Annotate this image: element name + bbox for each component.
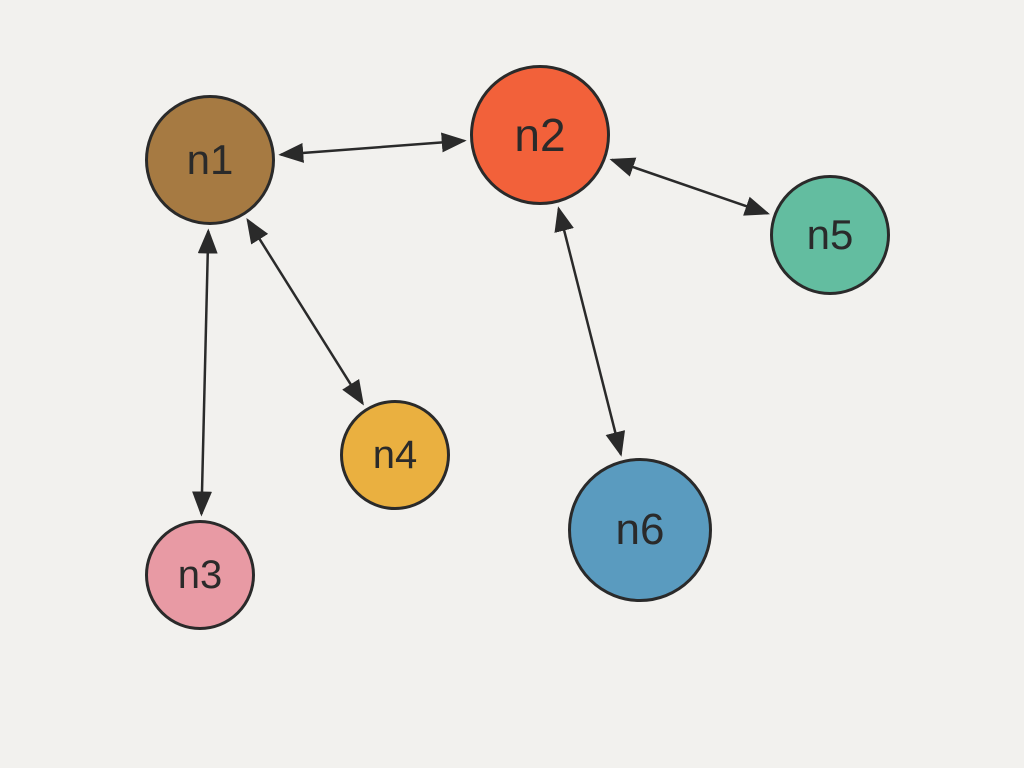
graph-node-n2: n2: [470, 65, 610, 205]
graph-edge-n1-n2: [281, 141, 464, 155]
graph-node-n5: n5: [770, 175, 890, 295]
graph-node-n6: n6: [568, 458, 712, 602]
graph-node-n3: n3: [145, 520, 255, 630]
graph-edge-n1-n3: [201, 231, 208, 514]
graph-node-n1: n1: [145, 95, 275, 225]
graph-edge-n1-n4: [248, 220, 363, 403]
graph-edge-n2-n5: [612, 160, 768, 214]
graph-node-n4: n4: [340, 400, 450, 510]
graph-edge-n2-n6: [559, 209, 621, 455]
